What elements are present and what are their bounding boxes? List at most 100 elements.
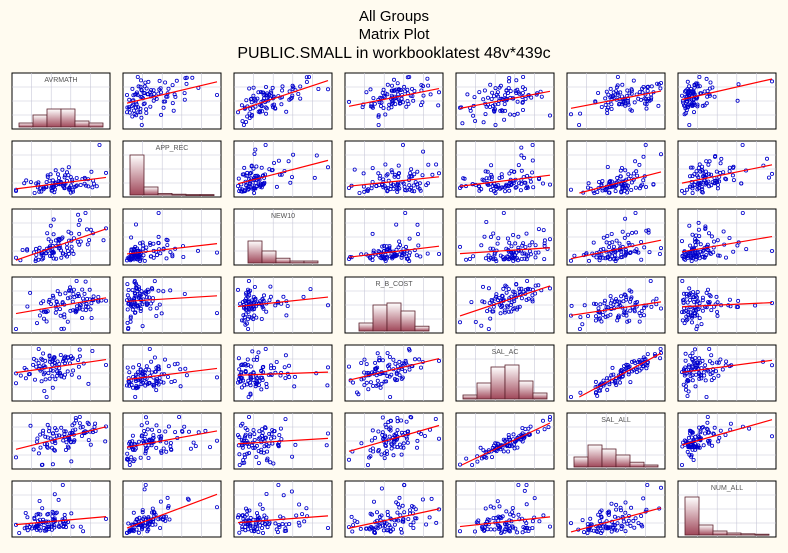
data-point <box>400 142 405 147</box>
data-point <box>138 455 143 460</box>
data-point <box>147 295 152 300</box>
data-point <box>239 385 244 390</box>
data-point <box>684 308 689 313</box>
data-point <box>514 78 519 83</box>
data-point <box>135 289 140 294</box>
data-point <box>489 172 494 177</box>
data-point <box>279 172 284 177</box>
data-point <box>150 506 155 511</box>
data-point <box>530 170 535 175</box>
data-point <box>507 240 512 245</box>
data-point <box>133 372 138 377</box>
data-point <box>254 164 259 169</box>
data-point <box>252 151 257 156</box>
data-point <box>703 224 708 229</box>
data-point <box>473 119 478 124</box>
data-point <box>370 370 375 375</box>
data-point <box>125 451 130 456</box>
data-point <box>256 90 261 95</box>
data-point <box>243 312 248 317</box>
data-point <box>487 300 492 305</box>
regression-line <box>15 426 107 450</box>
data-point <box>704 394 709 399</box>
data-point <box>77 414 82 419</box>
data-point <box>509 244 514 249</box>
data-point <box>47 359 52 364</box>
data-point <box>47 354 52 359</box>
panel-num-all-vs-num-all: NUM_ALL <box>677 480 777 538</box>
data-point <box>257 429 262 434</box>
data-point <box>601 381 606 386</box>
data-point <box>389 88 394 93</box>
data-point <box>506 287 511 292</box>
data-point <box>524 526 529 531</box>
data-point <box>282 365 287 370</box>
data-point <box>515 305 520 310</box>
data-point <box>69 511 74 516</box>
data-point <box>131 365 136 370</box>
data-point <box>695 104 700 109</box>
data-point <box>399 530 404 535</box>
data-point <box>640 182 645 187</box>
data-point <box>599 105 604 110</box>
data-point <box>493 294 498 299</box>
data-point <box>60 300 65 305</box>
histogram-bar <box>199 194 215 197</box>
data-point <box>104 516 109 521</box>
data-point <box>688 174 693 179</box>
data-point <box>522 488 527 493</box>
data-point <box>272 102 277 107</box>
data-point <box>626 518 631 523</box>
data-point <box>257 379 262 384</box>
data-point <box>770 79 775 84</box>
data-point <box>69 288 74 293</box>
histogram-bar <box>476 382 492 400</box>
data-point <box>387 354 392 359</box>
data-point <box>508 302 513 307</box>
data-point <box>144 295 149 300</box>
data-point <box>530 519 535 524</box>
data-point <box>244 120 249 125</box>
data-point <box>57 433 62 438</box>
data-point <box>346 364 351 369</box>
data-point <box>392 376 397 381</box>
data-point <box>389 372 394 377</box>
data-point <box>126 325 131 330</box>
data-point <box>707 441 712 446</box>
data-point <box>592 190 597 195</box>
histogram-bar <box>247 240 263 264</box>
data-point <box>614 502 619 507</box>
chart-title-block: All Groups Matrix Plot PUBLIC.SMALL in w… <box>0 8 788 64</box>
data-point <box>267 298 272 303</box>
data-point <box>135 370 140 375</box>
data-point <box>507 518 512 523</box>
data-point <box>699 180 704 185</box>
data-point <box>640 357 645 362</box>
data-point <box>394 183 399 188</box>
data-point <box>61 181 66 186</box>
data-point <box>634 169 639 174</box>
data-point <box>236 176 241 181</box>
data-point <box>433 416 438 421</box>
data-point <box>425 251 430 256</box>
data-point <box>130 86 135 91</box>
data-point <box>537 519 542 524</box>
data-point <box>649 84 654 89</box>
histogram-bar <box>712 530 728 536</box>
data-point <box>158 86 163 91</box>
data-point <box>283 526 288 531</box>
regression-line <box>570 90 662 109</box>
data-point <box>690 101 695 106</box>
data-point <box>656 82 661 87</box>
data-point <box>542 257 547 262</box>
data-point <box>388 525 393 530</box>
data-point <box>698 242 703 247</box>
data-point <box>542 241 547 246</box>
data-point <box>22 526 27 531</box>
data-point <box>700 164 705 169</box>
data-point <box>149 359 154 364</box>
panel-num-all-vs-avrmath <box>11 480 111 538</box>
data-point <box>684 379 689 384</box>
data-point <box>489 455 494 460</box>
data-point <box>644 106 649 111</box>
